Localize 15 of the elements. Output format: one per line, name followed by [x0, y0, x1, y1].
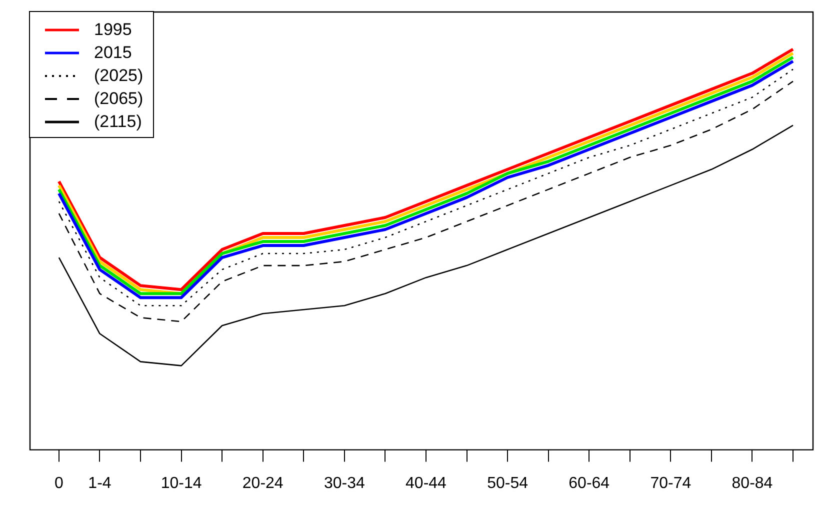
x-tick-label: 50-54: [487, 474, 528, 492]
x-tick-label: 80-84: [732, 474, 773, 492]
legend-label: 2015: [94, 42, 132, 64]
legend-label: 1995: [94, 19, 132, 41]
legend-label: (2115): [94, 111, 142, 133]
x-tick-label: 40-44: [406, 474, 447, 492]
x-tick-label: 1-4: [88, 474, 112, 492]
legend-label: (2065): [94, 88, 144, 110]
x-tick-label: 30-34: [324, 474, 365, 492]
x-tick-label: 10-14: [160, 474, 202, 492]
x-tick-label: 20-24: [242, 474, 284, 492]
x-tick-label: 70-74: [650, 474, 692, 492]
x-tick-label: 0: [54, 474, 64, 492]
legend-label: (2025): [94, 65, 144, 87]
x-tick-label: 60-64: [568, 474, 610, 492]
